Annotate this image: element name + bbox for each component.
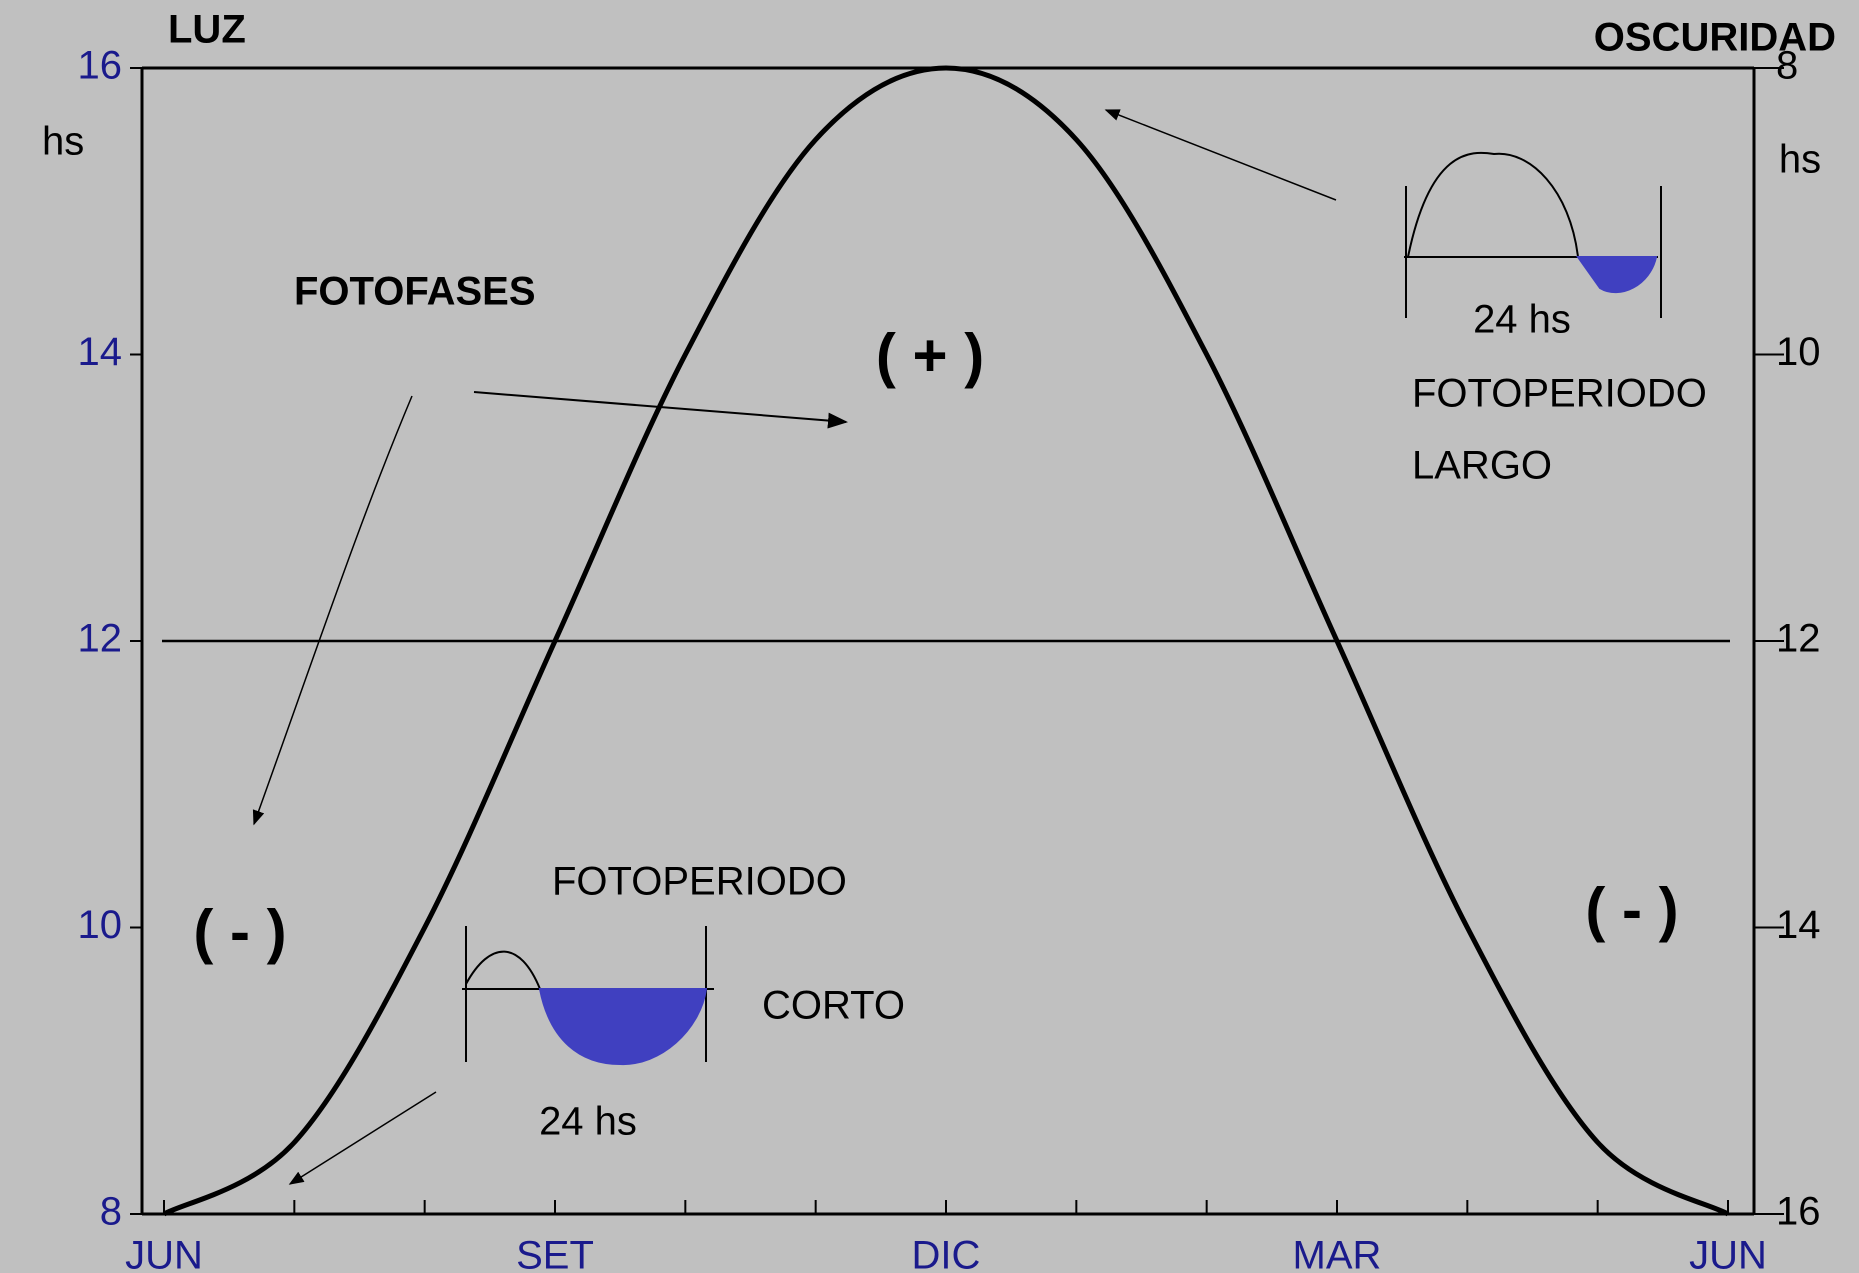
y-tick-label: 10 bbox=[78, 903, 123, 947]
annotation: ( - ) bbox=[193, 898, 286, 965]
y2-tick-label: 10 bbox=[1776, 330, 1821, 374]
y-axis-label: hs bbox=[42, 120, 84, 164]
chart: LUZ OSCURIDAD hs hs FOTOFASES ( + ) ( - … bbox=[0, 0, 1859, 1273]
header-right: OSCURIDAD bbox=[1594, 16, 1836, 60]
annotation: ( + ) bbox=[876, 322, 984, 389]
y2-tick-label: 14 bbox=[1776, 903, 1821, 947]
y2-tick-label: 12 bbox=[1776, 617, 1821, 661]
annotation: FOTOPERIODO bbox=[1412, 372, 1707, 416]
y-tick-label: 12 bbox=[78, 617, 123, 661]
background bbox=[0, 0, 1859, 1273]
annotation: FOTOPERIODO bbox=[552, 860, 847, 904]
annotation: 24 hs bbox=[1473, 298, 1571, 342]
x-tick-label: DIC bbox=[912, 1234, 981, 1273]
y-tick-label: 14 bbox=[78, 330, 123, 374]
x-tick-label: MAR bbox=[1293, 1234, 1382, 1273]
y-tick-label: 8 bbox=[100, 1190, 122, 1234]
annotation: CORTO bbox=[762, 984, 905, 1028]
annotation: FOTOFASES bbox=[294, 270, 536, 314]
y2-tick-label: 8 bbox=[1776, 44, 1798, 88]
header-left: LUZ bbox=[168, 8, 246, 52]
x-tick-label: JUN bbox=[1689, 1234, 1767, 1273]
x-tick-label: SET bbox=[516, 1234, 594, 1273]
y2-axis-label: hs bbox=[1779, 138, 1821, 182]
y2-tick-label: 16 bbox=[1776, 1190, 1821, 1234]
y-tick-label: 16 bbox=[78, 44, 123, 88]
x-tick-label: JUN bbox=[125, 1234, 203, 1273]
annotation: ( - ) bbox=[1585, 876, 1678, 943]
annotation: 24 hs bbox=[539, 1100, 637, 1144]
annotation: LARGO bbox=[1412, 444, 1552, 488]
